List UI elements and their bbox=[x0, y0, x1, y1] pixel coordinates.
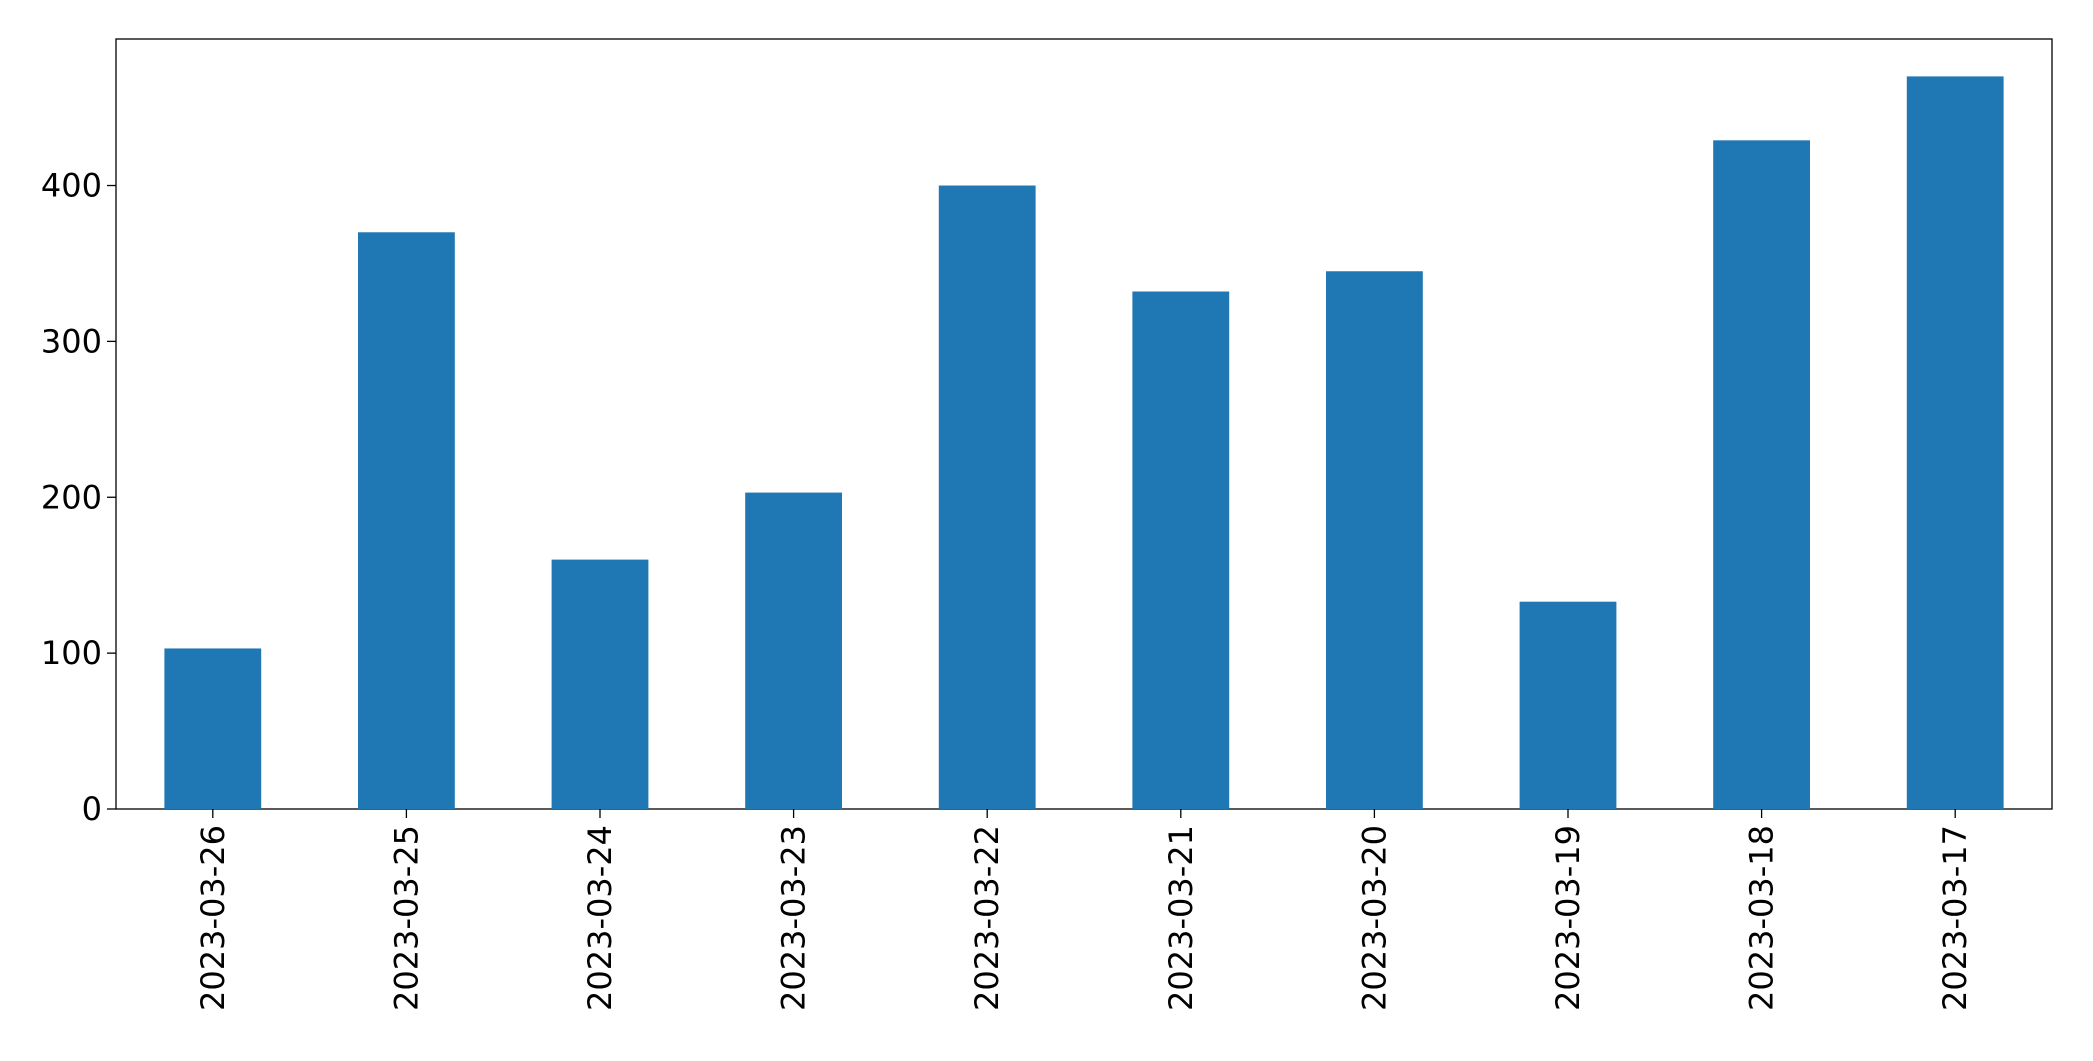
bar bbox=[358, 232, 455, 809]
bar bbox=[745, 492, 842, 809]
bar bbox=[1906, 76, 2004, 809]
axes-frame bbox=[115, 38, 2053, 810]
bar bbox=[1132, 291, 1230, 809]
bar bbox=[164, 648, 262, 809]
bar bbox=[1519, 601, 1617, 809]
x-tick-label: 2023-03-23 bbox=[775, 825, 813, 1011]
y-tick-label: 200 bbox=[41, 478, 102, 516]
bar bbox=[1326, 271, 1423, 809]
y-tick-label: 100 bbox=[41, 634, 102, 672]
x-tick-label: 2023-03-20 bbox=[1355, 825, 1393, 1011]
x-tick-label: 2023-03-22 bbox=[968, 825, 1006, 1011]
x-tick-label: 2023-03-19 bbox=[1549, 825, 1587, 1011]
y-tick-label: 0 bbox=[82, 790, 102, 828]
bar bbox=[938, 185, 1036, 810]
x-tick-label: 2023-03-25 bbox=[387, 825, 425, 1011]
x-tick-label: 2023-03-21 bbox=[1162, 825, 1200, 1011]
y-tick-label: 300 bbox=[41, 322, 102, 360]
bar bbox=[551, 559, 649, 809]
x-tick-label: 2023-03-17 bbox=[1936, 825, 1974, 1011]
y-tick-label: 400 bbox=[41, 167, 102, 205]
bar bbox=[1713, 140, 1810, 809]
x-tick-label: 2023-03-24 bbox=[581, 825, 619, 1011]
x-tick-label: 2023-03-26 bbox=[194, 825, 232, 1011]
x-tick-label: 2023-03-18 bbox=[1743, 825, 1781, 1011]
